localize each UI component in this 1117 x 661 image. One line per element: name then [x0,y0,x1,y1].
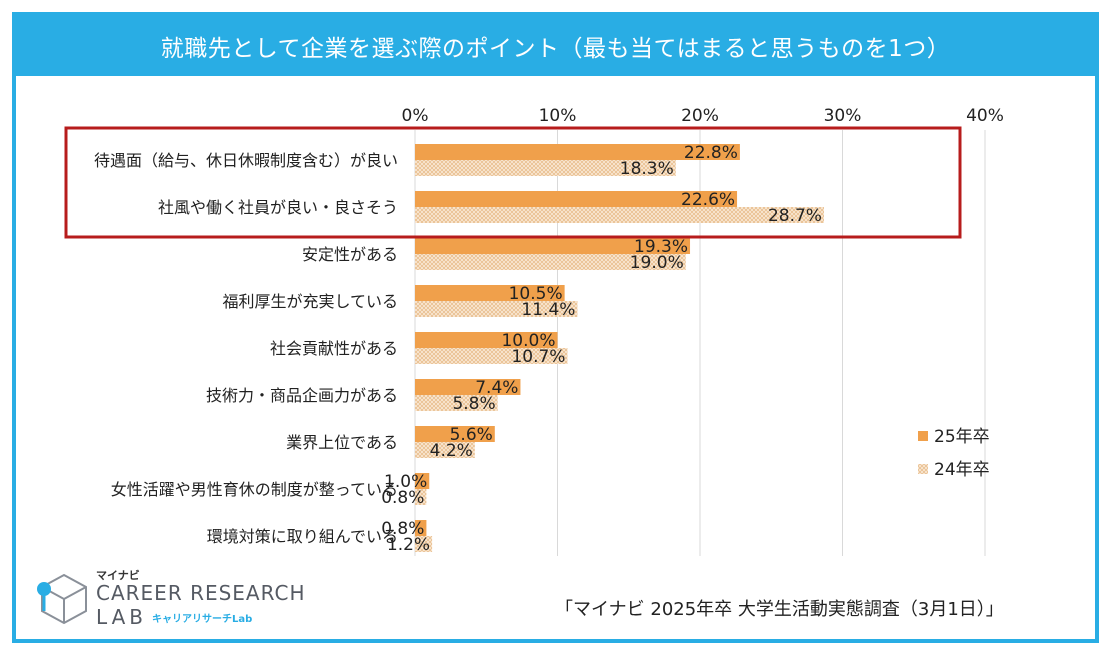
value-label: 19.3% [634,237,688,257]
x-tick-label: 10% [539,106,577,126]
bar-25 [415,379,521,395]
bar-25 [415,238,691,254]
bar-25 [415,426,495,442]
x-tick-label: 20% [681,106,719,126]
bar-24 [415,489,427,505]
career-research-lab-logo: マイナビ CAREER RESEARCH LAB キャリアリサーチLab [36,565,305,629]
bar-25 [415,191,738,207]
value-label: 10.7% [511,347,565,367]
category-label: 技術力・商品企画力がある [206,386,398,405]
logo-brand-lab: LAB [96,605,148,629]
bar-24 [415,301,578,317]
value-label: 28.7% [768,206,822,226]
value-label: 11.4% [521,300,575,320]
bar-25 [415,285,565,301]
value-label: 5.8% [452,394,495,414]
source-note: 「マイナビ 2025年卒 大学生活動実態調査（3月1日）」 [555,599,1004,620]
value-label: 10.5% [509,284,563,304]
value-label: 7.4% [475,378,518,398]
value-label: 0.8% [381,488,424,508]
logo-brand-sub: キャリアリサーチLab [152,614,253,625]
category-label: 環境対策に取り組んでいる [207,527,398,546]
category-label: 女性活躍や男性育休の制度が整っている [111,480,398,499]
x-tick-label: 30% [824,106,862,126]
category-label: 業界上位である [286,433,398,452]
category-label: 福利厚生が充実している [222,292,398,311]
category-label: 社会貢献性がある [270,339,398,358]
bar-25 [415,144,740,160]
legend-swatch-24 [918,464,928,474]
category-label: 安定性がある [302,245,398,264]
legend-label: 24年卒 [934,460,990,480]
bar-24 [415,254,686,270]
value-label: 1.2% [387,535,430,555]
highlight-box [64,126,962,239]
bar-25 [415,332,558,348]
chart-frame: 就職先として企業を選ぶ際のポイント（最も当てはまると思うものを1つ） [12,12,1099,643]
legend-label: 25年卒 [934,427,990,447]
bar-24 [415,160,676,176]
bar-25 [415,473,430,489]
bar-24 [415,395,498,411]
bar-25 [415,520,427,536]
value-label: 0.8% [381,519,424,539]
bar-24 [415,442,475,458]
legend-swatch-25 [918,431,928,441]
category-label: 社風や働く社員が良い・良さそう [158,198,398,217]
chart-title: 就職先として企業を選ぶ際のポイント（最も当てはまると思うものを1つ） [16,16,1095,76]
value-label: 5.6% [450,425,493,445]
logo-brand-main: CAREER RESEARCH [96,581,306,605]
value-label: 18.3% [620,159,674,179]
value-label: 4.2% [430,441,473,461]
value-label: 22.6% [681,190,735,210]
cube-logo-icon [37,573,87,625]
category-label: 待遇面（給与、休日休暇制度含む）が良い [94,151,398,170]
bar-24 [415,536,433,552]
x-tick-label: 40% [966,106,1004,126]
value-label: 19.0% [630,253,684,273]
value-label: 1.0% [384,472,427,492]
value-label: 22.8% [684,143,738,163]
value-label: 10.0% [501,331,555,351]
bar-24 [415,207,824,223]
x-tick-label: 0% [402,106,429,126]
bar-24 [415,348,568,364]
logo-brand-top: マイナビ [96,569,140,582]
